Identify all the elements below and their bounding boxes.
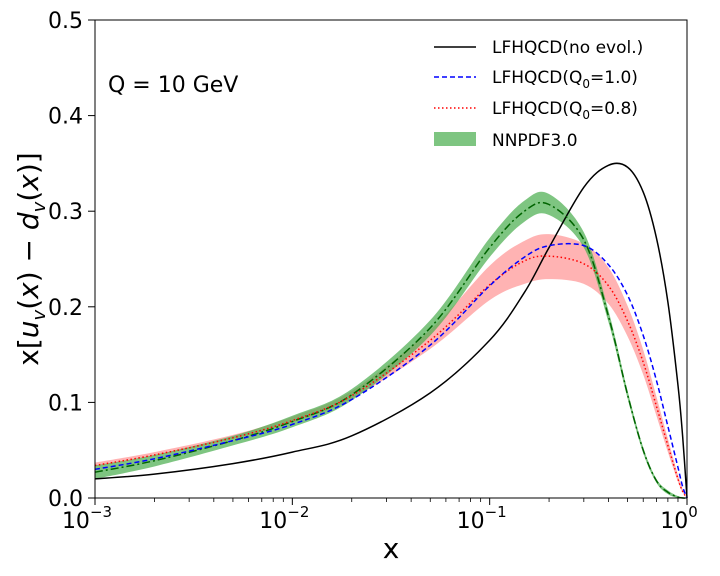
series-line-q08 — [94, 255, 688, 499]
y-tick-label: 0.0 — [48, 487, 83, 512]
series-line-q10 — [94, 242, 688, 499]
series-line-noevol — [94, 162, 688, 499]
y-tick-label: 0.3 — [48, 200, 83, 225]
legend: LFHQCD(no evol.) LFHQCD(Q0=1.0) LFHQCD(Q… — [434, 38, 643, 151]
x-tick-label: 10−2 — [259, 503, 309, 534]
legend-label-noevol: LFHQCD(no evol.) — [492, 38, 643, 58]
series-line-nnpdf_central — [94, 201, 688, 499]
x-axis-ticks: 10−3 10−2 10−1 100 — [62, 498, 698, 534]
y-axis-title: x[uv(x) − dv(x)] — [12, 152, 50, 365]
legend-swatch-nnpdf — [434, 132, 476, 146]
plot-frame — [94, 19, 688, 499]
y-axis-ticks: 0.0 0.1 0.2 0.3 0.4 0.5 — [48, 9, 95, 512]
legend-label-nnpdf: NNPDF3.0 — [492, 131, 578, 151]
bands-layer — [95, 191, 687, 499]
x-tick-label: 100 — [660, 503, 698, 534]
legend-label-q08: LFHQCD(Q0=0.8) — [492, 99, 638, 122]
annotation-q-scale: Q = 10 GeV — [108, 73, 238, 98]
y-tick-label: 0.1 — [48, 391, 83, 416]
y-tick-label: 0.5 — [48, 9, 83, 34]
y-tick-label: 0.4 — [48, 105, 83, 130]
x-tick-label: 10−3 — [62, 503, 112, 534]
x-tick-label: 10−1 — [457, 503, 507, 534]
y-tick-label: 0.2 — [48, 296, 83, 321]
x-axis-title: x — [383, 532, 400, 565]
lines-layer — [94, 162, 688, 499]
legend-label-q10: LFHQCD(Q0=1.0) — [492, 68, 638, 91]
